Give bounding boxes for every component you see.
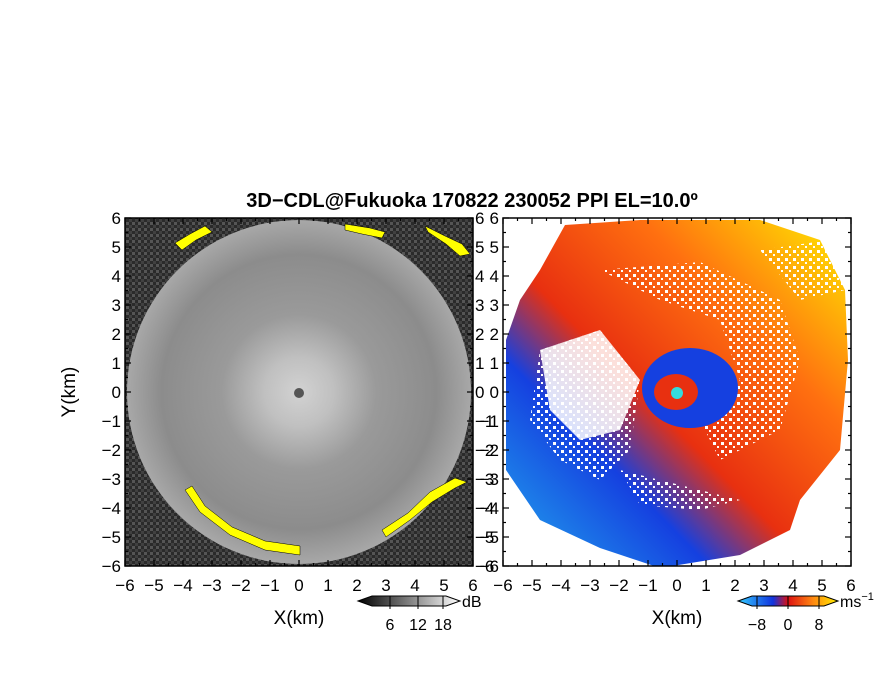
velocity-y-tick-label: 5	[490, 238, 499, 257]
velocity-y-tick-label: −2	[480, 441, 499, 460]
velocity-colorbar-unit: ms−1	[840, 591, 874, 611]
velocity-y-tick-label: 2	[490, 325, 499, 344]
snr-y-tick-label-right: 2	[475, 325, 484, 344]
velocity-y-tick-label: −4	[480, 499, 499, 518]
left-x-axis-label: X(km)	[274, 608, 325, 629]
velocity-x-tick-label: 5	[817, 576, 826, 595]
snr-x-tick-label: 3	[381, 576, 390, 595]
snr-y-tick-label-right: 5	[475, 238, 484, 257]
snr-center-marker	[294, 388, 304, 398]
velocity-y-tick-label: 3	[490, 296, 499, 315]
left-y-axis-label: Y(km)	[59, 367, 80, 418]
velocity-x-tick-label: 3	[759, 576, 768, 595]
snr-y-tick-label: −5	[102, 528, 121, 547]
snr-y-tick-label-right: 3	[475, 296, 484, 315]
velocity-colorbar-tick-8: 8	[815, 617, 824, 634]
snr-y-tick-label-right: −4	[475, 499, 494, 518]
velocity-y-tick-label: 6	[490, 209, 499, 228]
velocity-panel: −6 −5 −4 −3 −2 −1 0 1 2 3 4 5 6 −6 −5 −4 −3 −2 −1 0 1 2 3 4 5 6	[480, 209, 856, 595]
snr-y-tick-label: −1	[102, 412, 121, 431]
velocity-colorbar-unit-exponent: −1	[861, 591, 874, 603]
snr-x-tick-label: −2	[231, 576, 250, 595]
snr-panel: −6 −5 −4 −3 −2 −1 0 1 2 3 4 5 6−6 −6−5 −5−4 −4−3 −3−2 −2−…	[102, 209, 495, 595]
snr-y-tick-label: 4	[112, 267, 121, 286]
chart-title: 3D−CDL@Fukuoka 170822 230052 PPI EL=10.0…	[246, 190, 698, 212]
snr-y-tick-label: −3	[102, 470, 121, 489]
snr-y-tick-label: 0	[112, 383, 121, 402]
velocity-colorbar-tick-neg8: −8	[748, 617, 766, 634]
snr-y-tick-label: 1	[112, 354, 121, 373]
snr-x-tick-label: 4	[410, 576, 419, 595]
velocity-y-tick-label: −3	[480, 470, 499, 489]
snr-x-tick-label: −1	[260, 576, 279, 595]
velocity-x-tick-label: −3	[580, 576, 599, 595]
snr-colorbar-tick-12: 12	[409, 617, 427, 634]
snr-y-tick-label: −2	[102, 441, 121, 460]
snr-x-tick-label: 2	[352, 576, 361, 595]
snr-y-tick-label-right: −1	[475, 412, 494, 431]
right-x-axis-label: X(km)	[652, 608, 703, 629]
velocity-x-tick-label: −6	[493, 576, 512, 595]
snr-x-tick-label: −4	[173, 576, 192, 595]
velocity-x-tick-label: 2	[730, 576, 739, 595]
velocity-colorbar-tick-0: 0	[784, 617, 793, 634]
snr-x-tick-label: −5	[144, 576, 163, 595]
snr-y-tick-label-right: 1	[475, 354, 484, 373]
velocity-y-tick-label: −5	[480, 528, 499, 547]
snr-y-tick-label-right: 6	[475, 209, 484, 228]
velocity-x-tick-label: −4	[551, 576, 570, 595]
snr-colorbar-tick-18: 18	[434, 617, 452, 634]
snr-y-tick-label: −4	[102, 499, 121, 518]
snr-y-tick-label: 6	[112, 209, 121, 228]
velocity-x-tick-label: 4	[788, 576, 797, 595]
snr-y-tick-label-right: −5	[475, 528, 494, 547]
snr-y-tick-label-right: −3	[475, 470, 494, 489]
velocity-x-tick-label: −5	[522, 576, 541, 595]
velocity-y-tick-label: −1	[480, 412, 499, 431]
snr-x-tick-label: −3	[202, 576, 221, 595]
velocity-y-tick-label: 0	[490, 383, 499, 402]
velocity-x-tick-label: −1	[638, 576, 657, 595]
velocity-x-tick-label: 6	[846, 576, 855, 595]
snr-y-tick-label: 5	[112, 238, 121, 257]
velocity-x-tick-label: −2	[609, 576, 628, 595]
velocity-y-tick-label: 4	[490, 267, 499, 286]
snr-x-tick-label: 1	[323, 576, 332, 595]
velocity-y-tick-label: 1	[490, 354, 499, 373]
velocity-x-tick-label: 0	[672, 576, 681, 595]
snr-x-tick-label: 5	[439, 576, 448, 595]
velocity-speckle-gaps	[530, 240, 845, 510]
snr-x-tick-label: 6	[468, 576, 477, 595]
snr-y-tick-label-right: −2	[475, 441, 494, 460]
velocity-center-marker	[671, 387, 683, 399]
snr-y-tick-label-right: 4	[475, 267, 484, 286]
snr-y-tick-label: 2	[112, 325, 121, 344]
snr-y-tick-label: 3	[112, 296, 121, 315]
velocity-x-tick-label: 1	[701, 576, 710, 595]
snr-y-tick-label-right: −6	[475, 557, 494, 576]
snr-x-tick-label: 0	[294, 576, 303, 595]
snr-colorbar-tick-6: 6	[386, 617, 395, 634]
snr-x-tick-label: −6	[115, 576, 134, 595]
snr-colorbar-unit: dB	[462, 594, 482, 611]
snr-y-tick-label-right: 0	[475, 383, 484, 402]
snr-strong-return-edges	[174, 223, 471, 556]
snr-colorbar: 6 12 18 dB	[356, 594, 482, 634]
velocity-y-tick-label: −6	[480, 557, 499, 576]
velocity-colorbar: −8 0 8 ms−1	[736, 591, 874, 634]
snr-y-tick-label: −6	[102, 557, 121, 576]
